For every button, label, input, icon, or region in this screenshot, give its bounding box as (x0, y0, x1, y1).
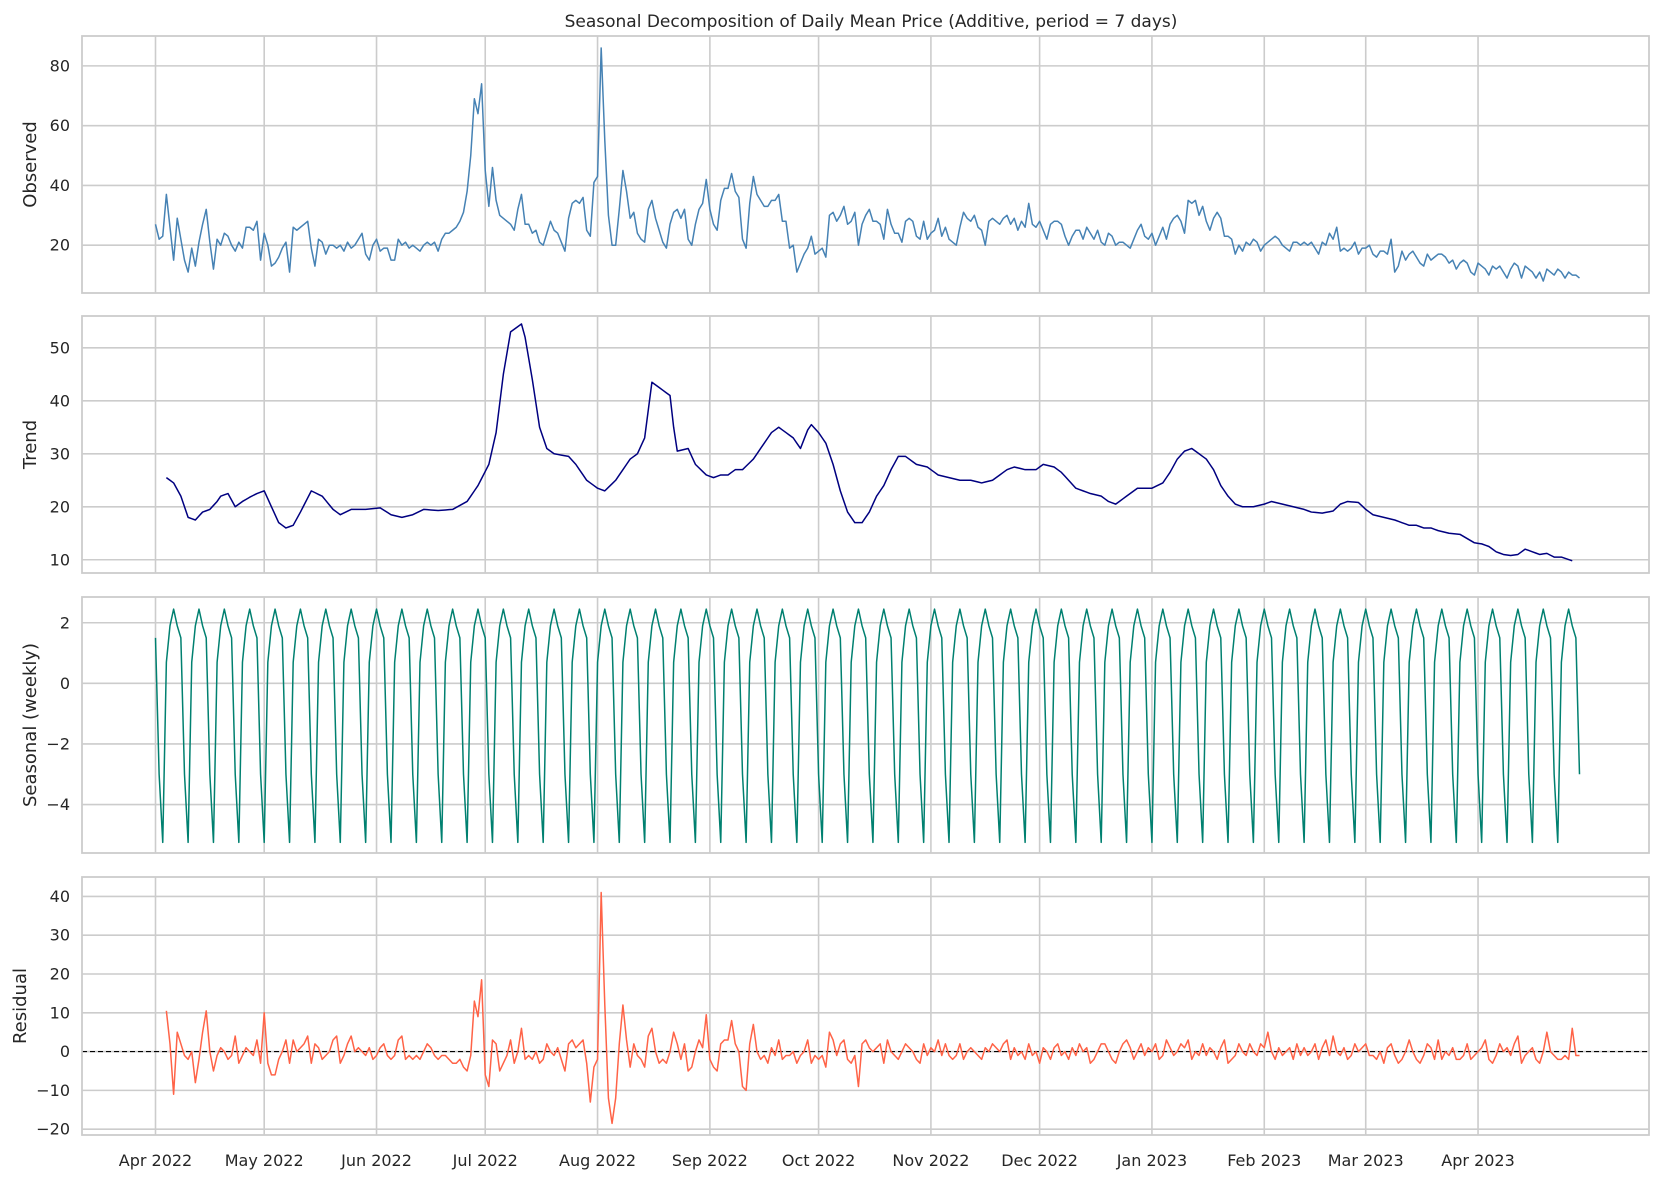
panel-residual-background (82, 877, 1649, 1135)
ytick-residual-3: 10 (50, 1003, 70, 1022)
panel-seasonal: −4 −2 0 2 Seasonal (weekly) (20, 596, 1650, 854)
ytick-seasonal-0: −4 (46, 795, 70, 814)
ylabel-trend: Trend (20, 420, 41, 470)
ytick-residual-6: 40 (50, 887, 70, 906)
ylabel-seasonal: Seasonal (weekly) (20, 643, 41, 807)
ytick-residual-2: 0 (60, 1042, 70, 1061)
panel-observed: 20 40 60 80 Observed (20, 35, 1650, 294)
xtick-label-8: Dec 2022 (1001, 1151, 1078, 1170)
panel-residual-frame (81, 876, 1650, 1136)
observed-series-line (154, 47, 1580, 282)
xtick-label-2: Jun 2022 (340, 1151, 412, 1170)
ytick-seasonal-3: 2 (60, 613, 70, 632)
ytick-trend-2: 30 (50, 444, 70, 463)
xtick-label-9: Jan 2023 (1116, 1151, 1187, 1170)
x-axis-ticks: Apr 2022 May 2022 Jun 2022 Jul 2022 Aug 2022… (119, 1151, 1515, 1170)
xtick-label-0: Apr 2022 (119, 1151, 192, 1170)
xtick-label-1: May 2022 (225, 1151, 304, 1170)
panel-seasonal-frame (81, 596, 1650, 854)
ytick-residual-1: −10 (36, 1081, 70, 1100)
ytick-observed-3: 80 (50, 56, 70, 75)
xtick-label-4: Aug 2022 (559, 1151, 636, 1170)
ytick-trend-1: 20 (50, 497, 70, 516)
xtick-label-3: Jul 2022 (452, 1151, 518, 1170)
xtick-label-6: Oct 2022 (782, 1151, 855, 1170)
trend-series-line (165, 323, 1573, 562)
ylabel-observed: Observed (20, 121, 41, 208)
xtick-label-7: Nov 2022 (892, 1151, 969, 1170)
xtick-label-5: Sep 2022 (672, 1151, 748, 1170)
seasonal-series-line (154, 608, 1581, 844)
panel-observed-frame (81, 35, 1650, 294)
ylabel-residual: Residual (10, 968, 31, 1044)
panel-trend: 10 20 30 40 50 Trend (20, 315, 1650, 574)
ytick-seasonal-1: −2 (46, 734, 70, 753)
panel-residual: −20 −10 0 10 20 30 40 Residual (10, 876, 1650, 1139)
xtick-label-12: Apr 2023 (1441, 1151, 1514, 1170)
xtick-label-10: Feb 2023 (1227, 1151, 1301, 1170)
figure-title: Seasonal Decomposition of Daily Mean Pri… (565, 12, 1178, 32)
panel-trend-background (82, 316, 1649, 573)
ytick-trend-0: 10 (50, 550, 70, 569)
ytick-residual-4: 20 (50, 964, 70, 983)
residual-series-line (165, 891, 1580, 1125)
ytick-seasonal-2: 0 (60, 674, 70, 693)
ytick-observed-1: 40 (50, 176, 70, 195)
ytick-trend-4: 50 (50, 338, 70, 357)
ytick-observed-0: 20 (50, 236, 70, 255)
ytick-residual-0: −20 (36, 1120, 70, 1139)
ytick-residual-5: 30 (50, 926, 70, 945)
ytick-observed-2: 60 (50, 116, 70, 135)
xtick-label-11: Mar 2023 (1328, 1151, 1404, 1170)
panel-trend-frame (81, 315, 1650, 574)
ytick-trend-3: 40 (50, 391, 70, 410)
